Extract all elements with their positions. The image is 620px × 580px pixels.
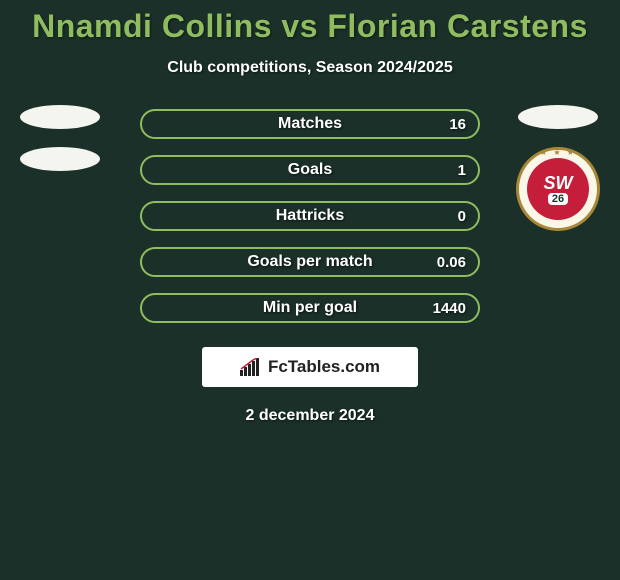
stat-label: Hattricks (276, 207, 344, 225)
stat-right-value: 16 (449, 116, 466, 133)
stats-list: Matches 16 Goals 1 Hattricks 0 Goals per… (140, 109, 480, 323)
stat-label: Matches (278, 115, 342, 133)
club-crest: ★ ★ ★ SW 26 (516, 147, 600, 231)
attribution-text: FcTables.com (268, 357, 380, 377)
bar-chart-icon (240, 358, 262, 376)
stat-row-goals-per-match: Goals per match 0.06 (140, 247, 480, 277)
page-title: Nnamdi Collins vs Florian Carstens (0, 0, 620, 45)
stat-label: Goals (288, 161, 332, 179)
attribution-badge[interactable]: FcTables.com (202, 347, 418, 387)
subtitle: Club competitions, Season 2024/2025 (0, 59, 620, 77)
left-team-badges (20, 105, 100, 171)
crest-top-text: SW (544, 174, 573, 192)
date-label: 2 december 2024 (0, 407, 620, 425)
stat-right-value: 0 (458, 208, 466, 225)
stat-right-value: 1 (458, 162, 466, 179)
stat-row-matches: Matches 16 (140, 109, 480, 139)
left-badge-2 (20, 147, 100, 171)
stat-row-goals: Goals 1 (140, 155, 480, 185)
right-team-badges: ★ ★ ★ SW 26 (516, 105, 600, 231)
right-badge-1 (518, 105, 598, 129)
stat-label: Goals per match (247, 253, 372, 271)
left-badge-1 (20, 105, 100, 129)
stat-right-value: 1440 (433, 300, 466, 317)
crest-bottom-text: 26 (548, 193, 568, 205)
stat-row-min-per-goal: Min per goal 1440 (140, 293, 480, 323)
crest-stars-icon: ★ ★ ★ (540, 148, 576, 157)
crest-inner: SW 26 (527, 158, 589, 220)
stat-right-value: 0.06 (437, 254, 466, 271)
stat-label: Min per goal (263, 299, 357, 317)
stat-row-hattricks: Hattricks 0 (140, 201, 480, 231)
comparison-panel: ★ ★ ★ SW 26 Matches 16 Goals 1 Hattricks… (0, 109, 620, 425)
